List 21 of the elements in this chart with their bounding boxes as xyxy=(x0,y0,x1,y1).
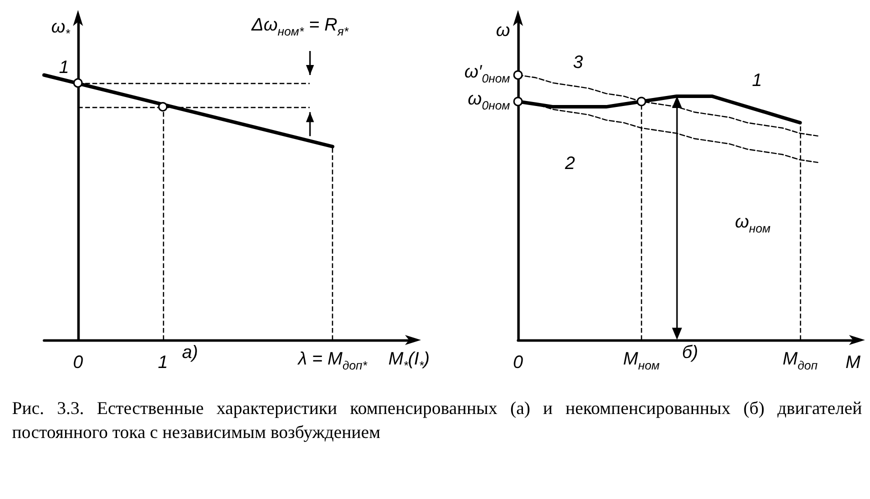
x-tick-label: 0 xyxy=(512,352,524,372)
x-tick-label: λ = M$_{доп*}$ xyxy=(298,348,368,374)
x-tick-label: 0 xyxy=(72,352,83,372)
x-axis-title: M$_{*}$(I$_{*}$) xyxy=(388,348,430,374)
x-tick-label: 1 xyxy=(158,352,168,372)
text: Δω$_{ном*}$ = R$_{я*}$ xyxy=(252,14,348,40)
annotation: 1 xyxy=(752,70,762,90)
text: Рис. 3.3. Естественные характеристики компенсированных (а) и некомпенсированных (б) двигателей постоянного тока с независимым возбуждением xyxy=(12,397,862,444)
annotation: ω′$_{0ном}$ xyxy=(464,62,510,88)
annotation: 1 xyxy=(58,56,69,77)
x-tick-label: M$_{ном}$ xyxy=(623,348,660,374)
annotation: ω$_{ном}$ xyxy=(735,212,771,238)
annotation: ω$_{0ном}$ xyxy=(468,88,510,114)
annotation: 2 xyxy=(564,153,576,173)
text: б) xyxy=(682,342,698,362)
y-axis-title: ω xyxy=(496,20,510,40)
y-axis-title: ω$_{*}$ xyxy=(51,16,70,42)
text: а) xyxy=(182,342,198,362)
text: 3 xyxy=(572,52,584,72)
x-tick-label: M$_{доп}$ xyxy=(782,348,818,374)
x-axis-title: M xyxy=(846,352,860,372)
